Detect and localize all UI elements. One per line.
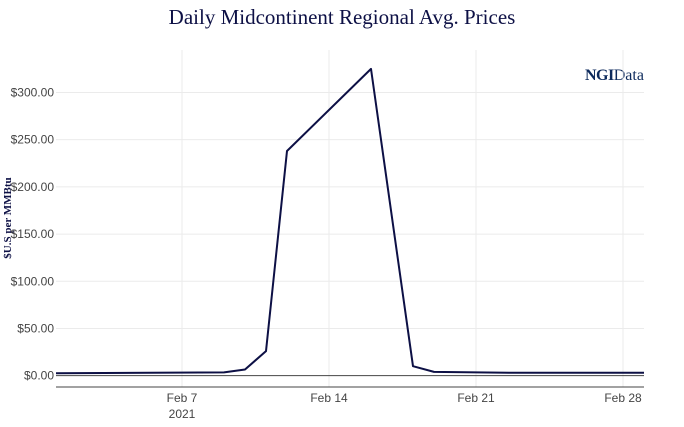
grid-lines — [56, 50, 644, 387]
logo-ngi-text: NGI — [585, 67, 614, 84]
chart-title: Daily Midcontinent Regional Avg. Prices — [168, 5, 516, 29]
axes — [56, 375, 644, 388]
ngi-data-logo: NGIData — [585, 67, 644, 85]
price-series-line — [55, 67, 644, 375]
logo-data-text: Data — [613, 67, 644, 84]
y-tick-label: $300.00 — [11, 85, 55, 99]
x-tick-label: Feb 21 — [457, 391, 495, 405]
y-tick-label: $0.00 — [24, 369, 54, 383]
y-tick-label: $50.00 — [17, 321, 54, 335]
x-tick-label: Feb 14 — [310, 391, 348, 405]
x-tick-label: Feb 28 — [604, 391, 642, 405]
y-tick-label: $200.00 — [11, 180, 55, 194]
y-tick-label: $250.00 — [11, 133, 55, 147]
tick-labels: $0.00 $50.00 $100.00 $150.00 $200.00 $250.00 $… — [11, 85, 642, 421]
x-tick-year-label: 2021 — [169, 407, 196, 421]
y-tick-label: $100.00 — [11, 274, 55, 288]
y-tick-label: $150.00 — [11, 227, 55, 241]
series-layer — [55, 67, 644, 375]
x-tick-label: Feb 7 — [167, 391, 198, 405]
